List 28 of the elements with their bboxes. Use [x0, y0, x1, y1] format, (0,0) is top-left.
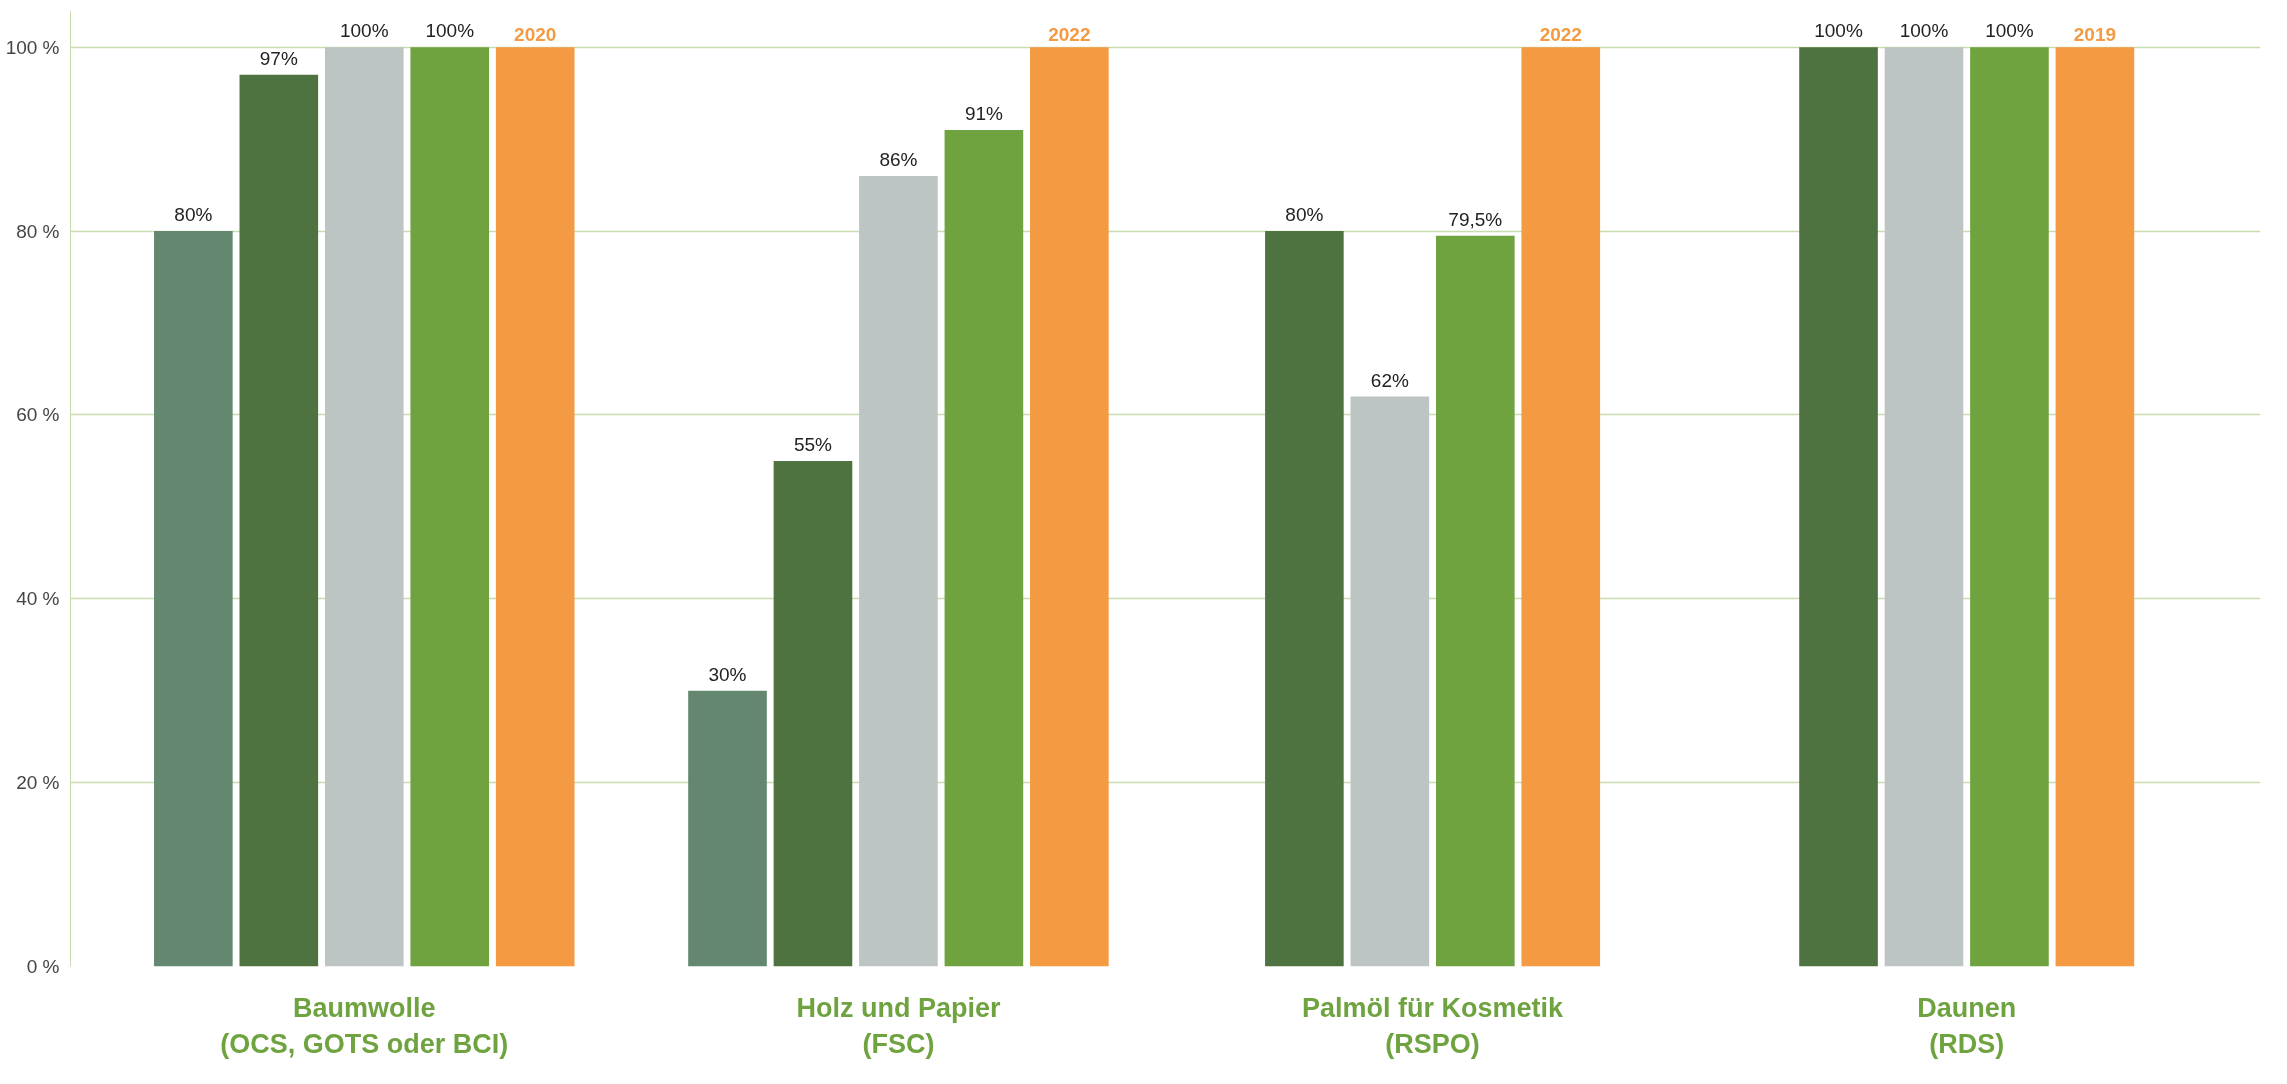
data-label: 62%	[1370, 369, 1409, 391]
data-label: 100%	[339, 20, 389, 42]
annotation: 2020	[514, 24, 557, 46]
data-label: 30%	[708, 663, 747, 685]
annotation: 2019	[2073, 24, 2117, 46]
data-label: 91%	[964, 103, 1004, 124]
data-label: 79,5%	[1448, 208, 1503, 230]
data-label: 100%	[1899, 20, 1949, 42]
x-tick-label: Baumwolle (OCS, GOTS oder BCI)	[220, 992, 509, 1059]
y-tick-label: 80 %	[16, 220, 60, 242]
data-label: 80%	[174, 204, 213, 226]
y-tick-label: 100 %	[5, 36, 60, 58]
data-label: 100%	[425, 20, 475, 42]
y-tick-label: 0 %	[26, 956, 60, 977]
data-label: 100%	[1814, 20, 1863, 42]
data-label: 55%	[793, 433, 833, 455]
x-tick-label: Holz und Papier (FSC)	[796, 992, 1001, 1059]
y-tick-label: 60 %	[16, 404, 60, 426]
data-label: 86%	[879, 148, 918, 170]
y-tick-label: 40 %	[16, 588, 60, 610]
annotation: 2022	[1539, 24, 1582, 46]
annotation: 2022	[1048, 24, 1091, 46]
data-label: 97%	[259, 47, 298, 69]
data-label: 100%	[1985, 20, 2034, 42]
data-label: 80%	[1285, 204, 1324, 226]
x-tick-label: Daunen (RDS)	[1917, 992, 2017, 1059]
y-tick-label: 20 %	[16, 772, 60, 794]
x-tick-label: Palmöl für Kosmetik (RSPO)	[1302, 992, 1565, 1059]
